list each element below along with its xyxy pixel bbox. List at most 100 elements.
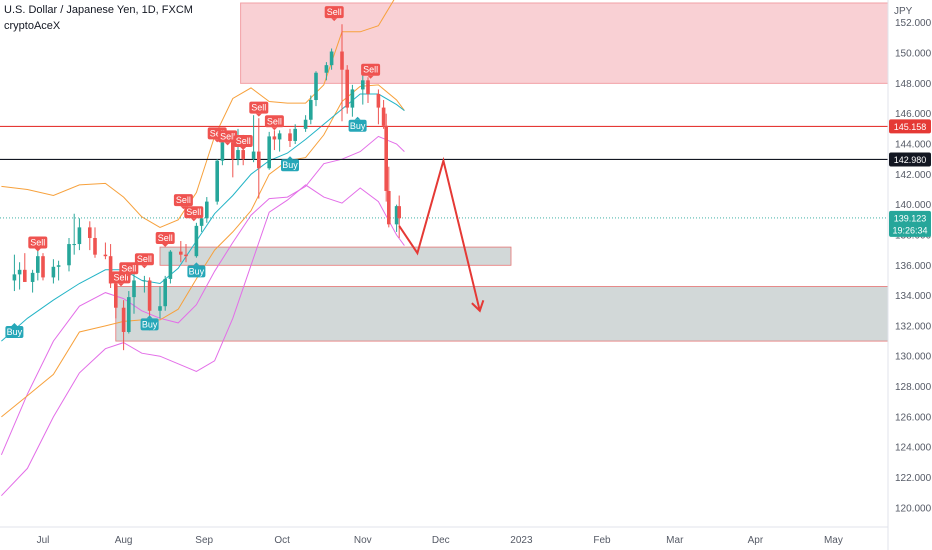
candle[interactable] xyxy=(127,291,131,334)
x-axis[interactable]: Jul Aug Sep Oct Nov Dec 2023 Feb Mar Apr May xyxy=(0,526,888,550)
candle[interactable] xyxy=(77,218,82,251)
x-tick-label: 2023 xyxy=(510,535,533,546)
candle[interactable] xyxy=(163,275,167,311)
last-price-tag[interactable]: 139.123 19:26:34 xyxy=(889,210,931,237)
buy-signal-badge[interactable]: Buy xyxy=(281,156,299,172)
candle[interactable] xyxy=(394,204,399,232)
candle-body xyxy=(387,190,391,225)
candle-body xyxy=(376,93,381,108)
candle[interactable] xyxy=(272,130,277,151)
candle-body xyxy=(257,151,261,169)
candle[interactable] xyxy=(324,62,329,81)
sell-signal-badge[interactable]: Sell xyxy=(155,231,175,247)
candle[interactable] xyxy=(267,131,271,170)
sell-signal-badge[interactable]: Sell xyxy=(28,236,48,252)
sell-signal-badge[interactable]: Sell xyxy=(361,63,381,79)
zones-layer xyxy=(115,2,889,342)
sell-signal-badge[interactable]: Sell xyxy=(184,206,204,222)
red-level-price-tag[interactable]: 145.158 xyxy=(889,119,931,134)
badge-label: Sell xyxy=(210,128,225,138)
candle[interactable] xyxy=(179,241,183,263)
badge-box xyxy=(361,63,381,76)
sell-signal-badge[interactable]: Sell xyxy=(134,253,154,269)
candle[interactable] xyxy=(194,222,199,258)
candle[interactable] xyxy=(103,242,108,260)
candle[interactable] xyxy=(215,159,219,205)
candle[interactable] xyxy=(384,113,388,202)
projection-path[interactable] xyxy=(398,156,481,312)
candle[interactable] xyxy=(142,275,147,293)
sell-signal-badge[interactable]: Sell xyxy=(324,6,344,22)
candle-body xyxy=(194,225,199,257)
candle[interactable] xyxy=(30,269,35,293)
badge-label: Buy xyxy=(7,327,23,337)
candle[interactable] xyxy=(314,71,318,107)
candle[interactable] xyxy=(329,48,334,70)
candle[interactable] xyxy=(72,213,76,255)
candle[interactable] xyxy=(23,253,27,282)
candle[interactable] xyxy=(251,115,256,163)
y-axis-background xyxy=(888,0,932,550)
candle[interactable] xyxy=(168,250,173,284)
candle[interactable] xyxy=(132,272,136,314)
candle-body xyxy=(394,206,399,225)
y-tick-label: 148.000 xyxy=(895,79,932,90)
candle[interactable] xyxy=(293,124,297,144)
candle[interactable] xyxy=(366,77,370,104)
y-tick-label: 152.000 xyxy=(895,18,932,29)
badge-pointer xyxy=(367,75,374,79)
candle[interactable] xyxy=(121,300,126,351)
candle[interactable] xyxy=(56,260,61,281)
indicator-name[interactable]: cryptoAceX xyxy=(4,20,61,32)
candle[interactable] xyxy=(41,253,45,281)
candle[interactable] xyxy=(381,100,386,129)
buy-signal-badge[interactable]: Buy xyxy=(348,116,367,132)
candle[interactable] xyxy=(205,197,209,223)
candle[interactable] xyxy=(345,65,349,114)
candle[interactable] xyxy=(350,84,355,117)
candle[interactable] xyxy=(376,89,381,125)
candle[interactable] xyxy=(340,24,344,122)
sell-signal-badge[interactable]: Sell xyxy=(111,271,131,287)
sell-signal-badge[interactable]: Sell xyxy=(233,134,253,150)
candle[interactable] xyxy=(51,259,56,284)
candle[interactable] xyxy=(12,254,17,292)
x-tick-label: Sep xyxy=(195,535,213,546)
candle[interactable] xyxy=(88,221,92,251)
candle[interactable] xyxy=(303,115,308,132)
candle[interactable] xyxy=(257,118,261,199)
buy-signal-badge[interactable]: Buy xyxy=(5,322,24,338)
y-axis[interactable]: JPY 120.000 122.000 124.000 126.000 128.000 13… xyxy=(887,0,932,550)
candle[interactable] xyxy=(236,128,240,166)
candle[interactable] xyxy=(158,286,162,319)
candle[interactable] xyxy=(36,250,40,281)
buy-signal-badge[interactable]: Buy xyxy=(187,262,206,278)
candle[interactable] xyxy=(114,280,118,319)
sell-signal-badge[interactable]: Sell xyxy=(218,130,238,146)
sell-signal-badge[interactable]: Sell xyxy=(264,115,284,131)
candle[interactable] xyxy=(108,244,113,289)
candle[interactable] xyxy=(277,130,282,152)
sell-signal-badge[interactable]: Sell xyxy=(249,101,269,117)
candle[interactable] xyxy=(288,128,292,148)
x-tick-label: Aug xyxy=(115,535,133,546)
candle[interactable] xyxy=(361,71,365,105)
symbol-title: U.S. Dollar / Japanese Yen, 1D, FXCM xyxy=(4,4,193,16)
candle-body xyxy=(17,269,22,275)
candle[interactable] xyxy=(309,95,313,125)
candle[interactable] xyxy=(184,244,188,263)
candle-body xyxy=(397,206,401,219)
support-zone[interactable] xyxy=(115,286,889,342)
sell-signal-badge[interactable]: Sell xyxy=(119,262,139,278)
buy-signal-badge[interactable]: Buy xyxy=(140,315,159,331)
candle[interactable] xyxy=(93,227,97,258)
candle-body xyxy=(293,128,297,141)
candle[interactable] xyxy=(397,195,401,238)
black-level-price-tag[interactable]: 142.980 xyxy=(889,152,931,167)
candle[interactable] xyxy=(387,166,391,228)
candle[interactable] xyxy=(67,237,71,272)
price-labels-layer: 145.158 142.980 139.123 19:26:34 xyxy=(889,119,931,237)
support-zone[interactable] xyxy=(159,246,512,266)
candle[interactable] xyxy=(17,262,22,290)
